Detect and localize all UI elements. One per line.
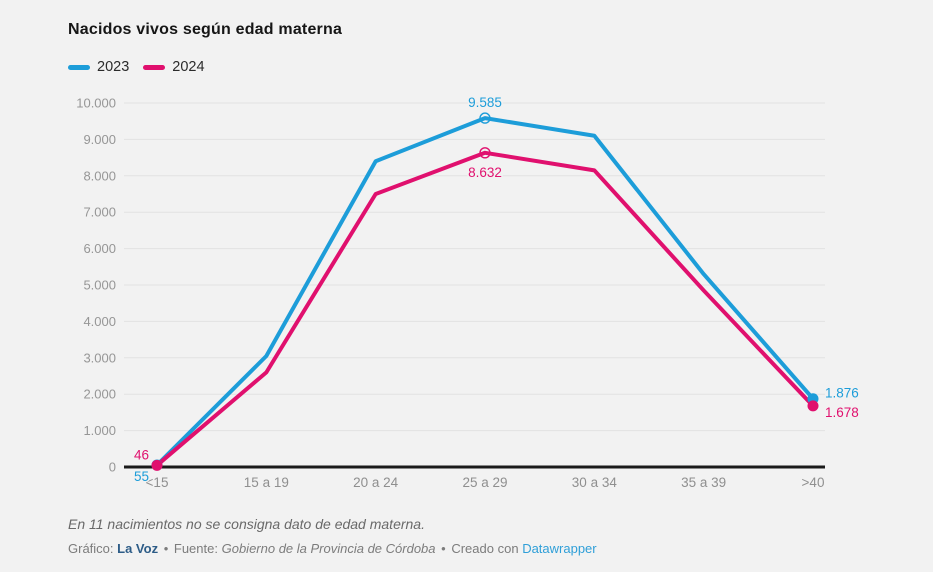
x-axis-category-label: 30 a 34 xyxy=(572,475,618,490)
separator-dot: • xyxy=(163,541,169,556)
legend-swatch-icon xyxy=(68,64,90,70)
y-axis-tick-label: 5.000 xyxy=(83,278,116,293)
y-axis-tick-label: 1.000 xyxy=(83,423,116,438)
y-axis-tick-label: 7.000 xyxy=(83,205,116,220)
fuente-label: Fuente: xyxy=(173,541,218,556)
data-point-label: 1.678 xyxy=(825,405,859,420)
y-axis-tick-label: 3.000 xyxy=(83,350,116,365)
data-point-label: 8.632 xyxy=(468,165,502,180)
datawrapper-link[interactable]: Datawrapper xyxy=(522,541,597,556)
y-axis-tick-label: 9.000 xyxy=(83,132,116,147)
footnote: En 11 nacimientos no se consigna dato de… xyxy=(68,516,425,532)
data-point-label: 1.876 xyxy=(825,386,859,401)
y-axis-tick-label: 8.000 xyxy=(83,168,116,183)
separator-dot: • xyxy=(441,541,446,556)
legend-label: 2023 xyxy=(97,59,130,75)
y-axis-tick-label: 4.000 xyxy=(83,314,116,329)
legend: 2023 2024 xyxy=(68,59,205,75)
y-axis-tick-label: 6.000 xyxy=(83,241,116,256)
legend-swatch-icon xyxy=(143,64,166,70)
x-axis-category-label: >40 xyxy=(802,475,825,490)
x-axis-category-label: 25 a 29 xyxy=(462,475,507,490)
x-axis-category-label: 35 a 39 xyxy=(681,475,726,490)
x-axis-category-label: 15 a 19 xyxy=(244,475,289,490)
fuente-value: Gobierno de la Provincia de Córdoba xyxy=(221,541,436,556)
legend-item-2024: 2024 xyxy=(143,59,205,75)
data-point-marker xyxy=(151,459,163,471)
chart-title: Nacidos vivos según edad materna xyxy=(68,21,343,38)
lavoz-link[interactable]: La Voz xyxy=(117,541,159,556)
y-axis-tick-label: 0 xyxy=(109,460,116,475)
legend-label: 2024 xyxy=(172,59,205,75)
series-line-2023 xyxy=(155,116,815,467)
data-point-label: 55 xyxy=(134,469,149,484)
data-point-marker xyxy=(807,400,819,412)
legend-item-2023: 2023 xyxy=(68,59,129,75)
credit-line: Gráfico: La Voz • Fuente: Gobierno de la… xyxy=(68,541,597,556)
series-line-2024 xyxy=(155,150,815,468)
data-point-marker xyxy=(479,112,491,124)
data-point-marker xyxy=(479,147,491,159)
y-axis-tick-label: 10.000 xyxy=(76,96,116,111)
y-axis-tick-label: 2.000 xyxy=(83,387,116,402)
x-axis-category-label: 20 a 24 xyxy=(353,475,399,490)
grafico-label: Gráfico: xyxy=(68,541,114,556)
x-axis-category-label: <15 xyxy=(146,475,169,490)
data-point-label: 9.585 xyxy=(468,95,502,110)
data-point-label: 46 xyxy=(134,447,149,462)
creado-label: Creado con xyxy=(451,541,519,556)
line-chart: 0 1.000 2.000 3.000 4.000 5.000 6.000 7.000 8.00… xyxy=(76,94,860,490)
